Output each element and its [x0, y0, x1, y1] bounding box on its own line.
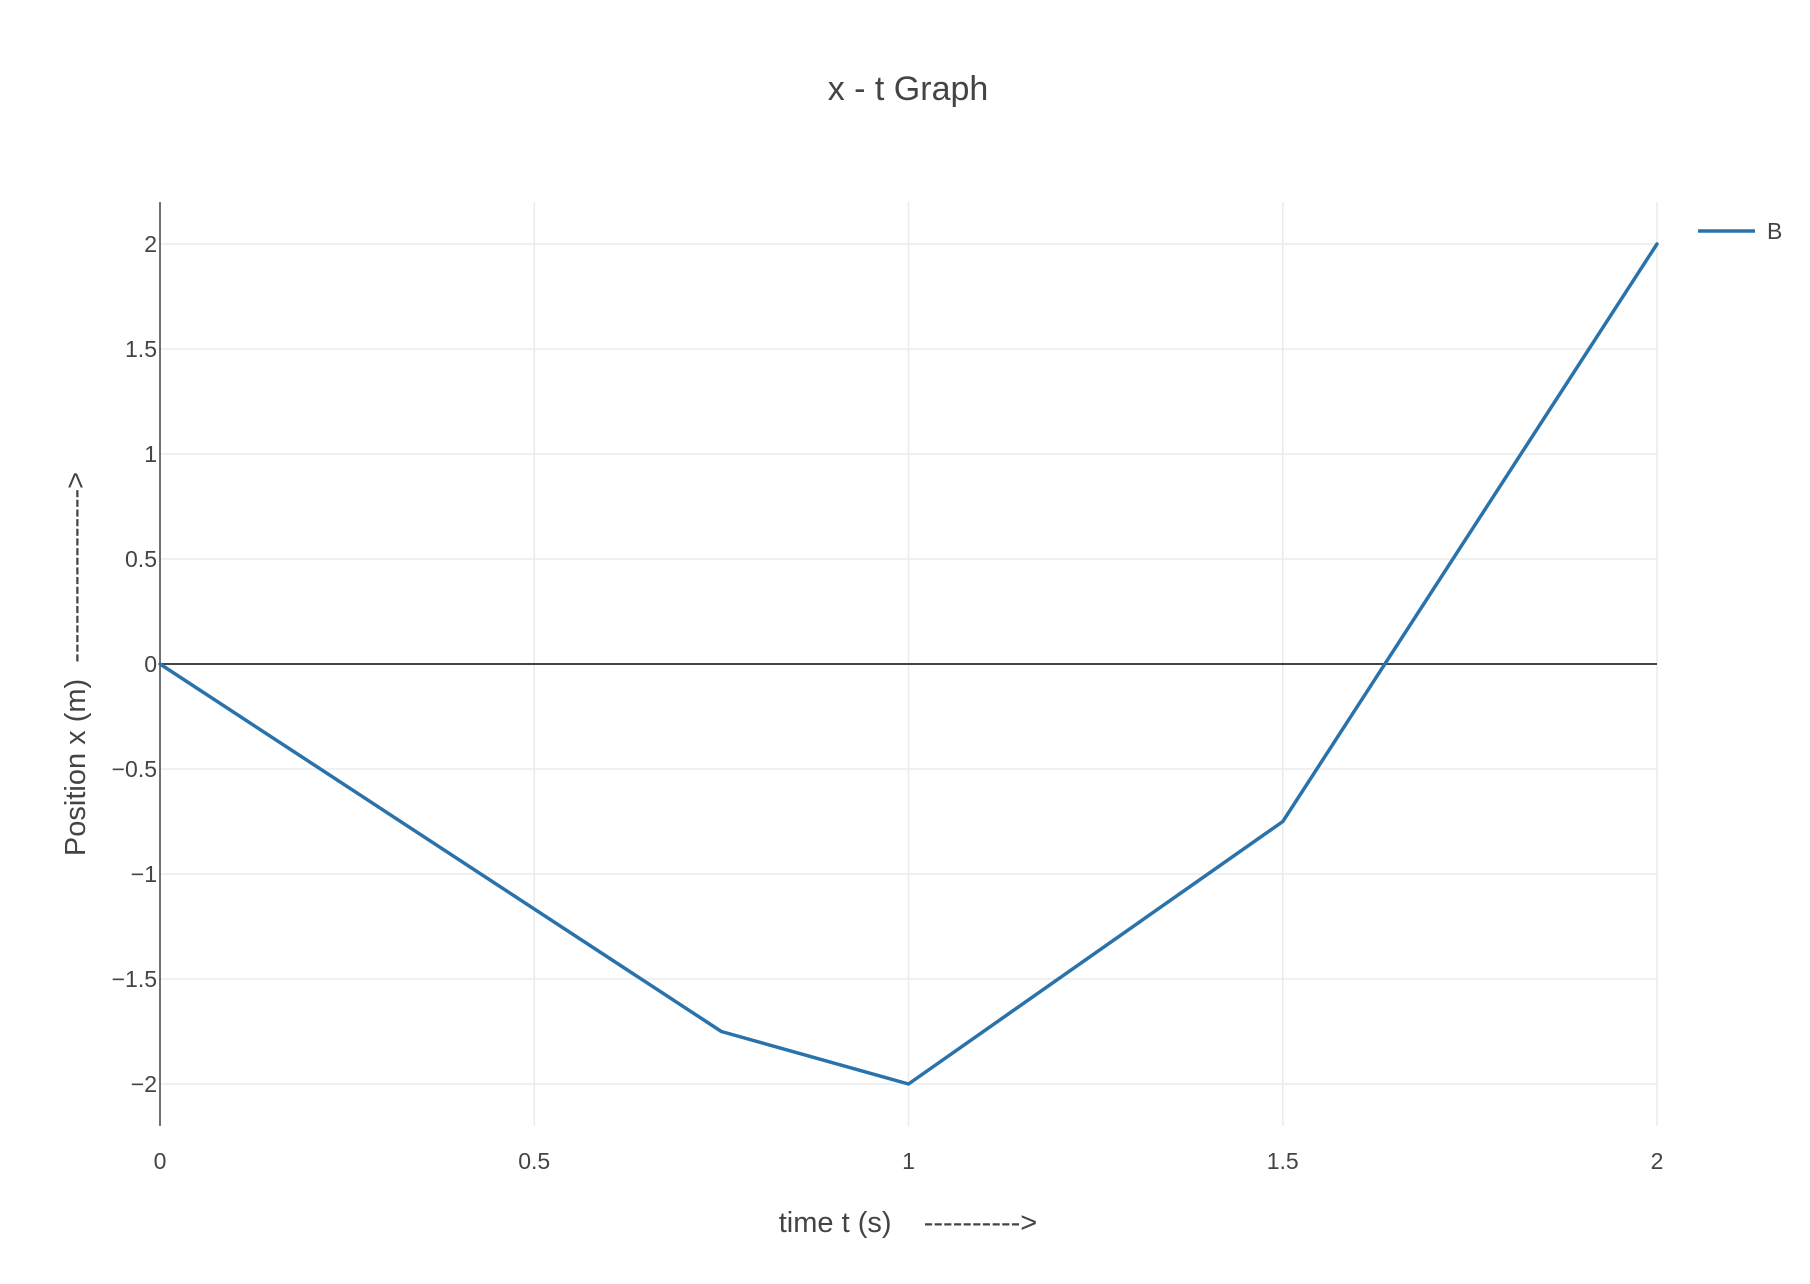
x-tick-label: 0 [154, 1148, 167, 1174]
y-tick-label: 2 [144, 231, 157, 257]
series-layer [158, 242, 1659, 1086]
y-tick-label: −1.5 [112, 966, 157, 992]
y-tick-label: −1 [131, 861, 157, 887]
y-tick-label: 0.5 [125, 546, 157, 572]
x-tick-label: 1.5 [1267, 1148, 1299, 1174]
x-tick-label: 2 [1651, 1148, 1664, 1174]
y-tick-label: 1 [144, 441, 157, 467]
grid [160, 202, 1658, 1126]
y-axis-title: Position x (m) ------------------> [60, 472, 92, 856]
x-tick-label: 1 [902, 1148, 915, 1174]
x-tick-label: 0.5 [518, 1148, 550, 1174]
chart-title: x - t Graph [828, 70, 989, 108]
x-axis-title: time t (s) ----------> [779, 1207, 1038, 1239]
y-tick-label: 1.5 [125, 336, 157, 362]
legend[interactable]: B [1698, 218, 1782, 244]
y-tick-label: 0 [144, 651, 157, 677]
legend-label[interactable]: B [1767, 218, 1782, 244]
y-tick-label: −2 [131, 1071, 157, 1097]
tick-labels: 0 0.5 1 1.5 2 2 1.5 1 0.5 0 −0.5 −1 −1.5 −2 [112, 231, 1664, 1174]
y-tick-label: −0.5 [112, 756, 157, 782]
